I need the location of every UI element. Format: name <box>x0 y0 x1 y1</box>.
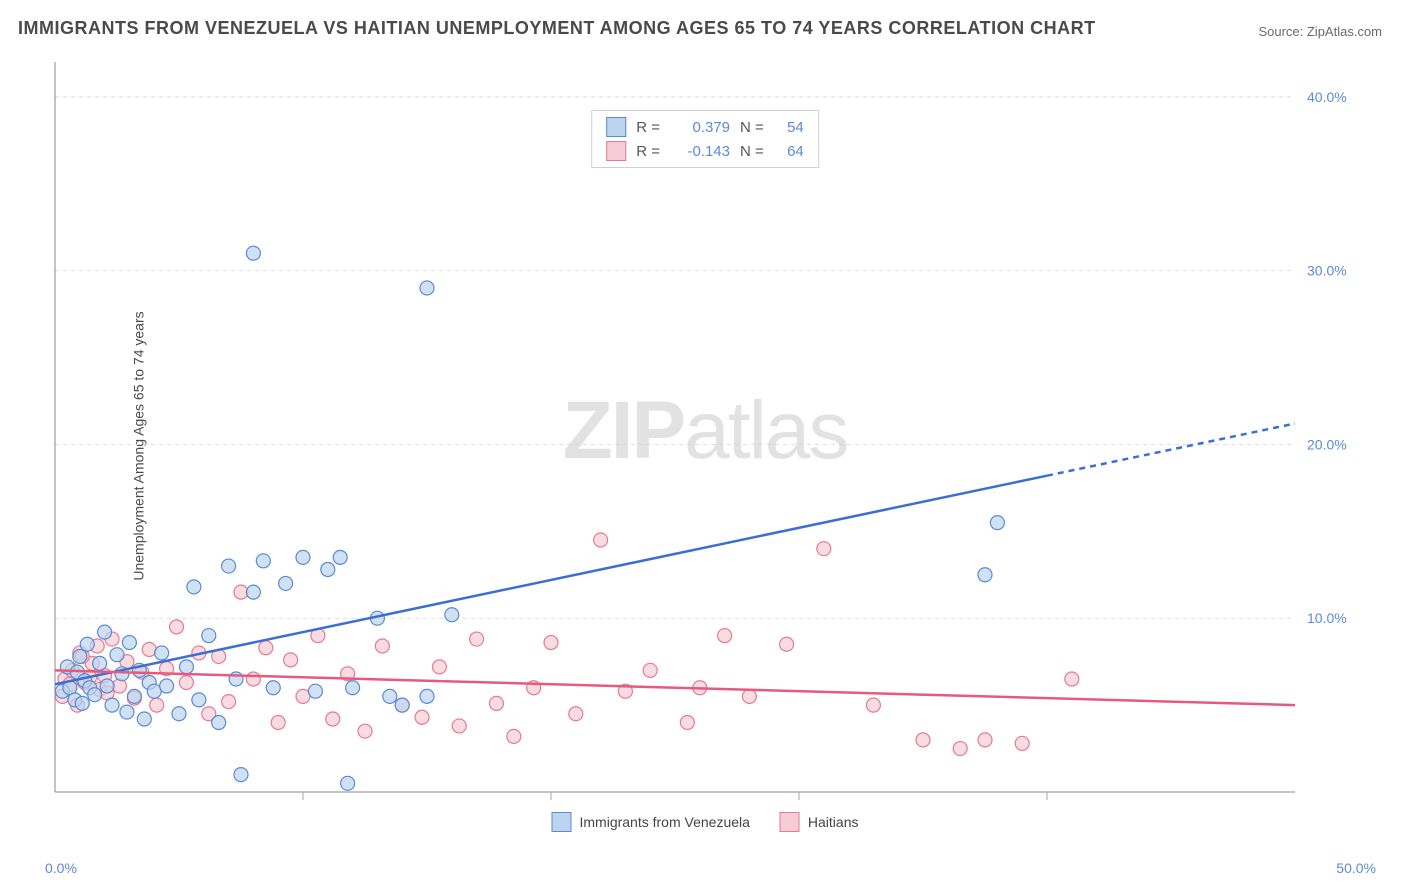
svg-text:40.0%: 40.0% <box>1307 89 1347 105</box>
bottom-legend: Immigrants from Venezuela Haitians <box>552 812 859 832</box>
chart-container: IMMIGRANTS FROM VENEZUELA VS HAITIAN UNE… <box>0 0 1406 892</box>
legend-item-1: Immigrants from Venezuela <box>552 812 750 832</box>
stats-box: R = 0.379 N = 54 R = -0.143 N = 64 <box>591 110 819 168</box>
legend-item-2: Haitians <box>780 812 859 832</box>
x-axis-min-label: 0.0% <box>45 860 77 876</box>
r-label-2: R = <box>636 143 660 160</box>
stats-row-1: R = 0.379 N = 54 <box>606 115 804 139</box>
stats-row-2: R = -0.143 N = 64 <box>606 139 804 163</box>
n-value-2: 64 <box>774 143 804 160</box>
svg-text:20.0%: 20.0% <box>1307 436 1347 452</box>
chart-svg: 10.0% 20.0% 30.0% 40.0% <box>45 52 1365 842</box>
legend-swatch-haitians <box>780 812 800 832</box>
n-label-1: N = <box>740 119 764 136</box>
swatch-haitians <box>606 141 626 161</box>
r-label-1: R = <box>636 119 660 136</box>
source-label: Source: ZipAtlas.com <box>1258 24 1382 39</box>
r-value-2: -0.143 <box>670 143 730 160</box>
r-value-1: 0.379 <box>670 119 730 136</box>
swatch-venezuela <box>606 117 626 137</box>
n-value-1: 54 <box>774 119 804 136</box>
svg-text:10.0%: 10.0% <box>1307 610 1347 626</box>
legend-label-1: Immigrants from Venezuela <box>580 814 750 830</box>
x-axis-max-label: 50.0% <box>1336 860 1376 876</box>
legend-swatch-venezuela <box>552 812 572 832</box>
legend-label-2: Haitians <box>808 814 859 830</box>
svg-text:30.0%: 30.0% <box>1307 263 1347 279</box>
plot-area: 10.0%20.0%30.0%40.0% ZIPatlas R = 0.379 … <box>45 52 1365 842</box>
chart-title: IMMIGRANTS FROM VENEZUELA VS HAITIAN UNE… <box>18 18 1096 39</box>
n-label-2: N = <box>740 143 764 160</box>
